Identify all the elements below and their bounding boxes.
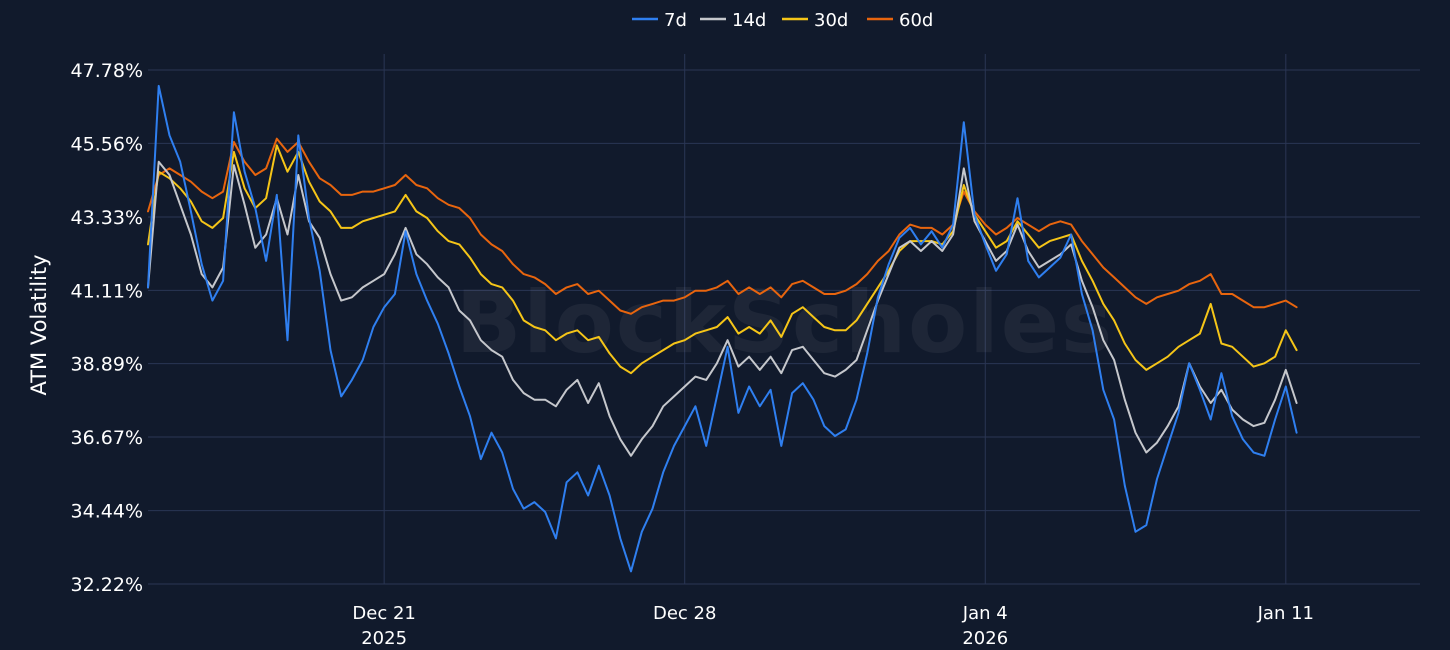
watermark: BlockScholes: [456, 273, 1115, 373]
series-line-30d: [147, 144, 1298, 375]
y-tick-label: 32.22%: [71, 574, 143, 596]
y-tick-label: 36.67%: [71, 427, 143, 449]
y-tick-label: 47.78%: [71, 60, 143, 82]
legend-item-60d[interactable]: 60d: [867, 10, 933, 31]
x-tick-label: Dec 28: [653, 603, 716, 624]
series-line-14d: [147, 160, 1298, 457]
y-tick-label: 45.56%: [71, 133, 143, 155]
x-tick-label: Jan 11: [1257, 603, 1314, 624]
series-line-7d: [147, 84, 1298, 573]
y-tick-label: 41.11%: [71, 280, 143, 302]
legend-item-30d[interactable]: 30d: [782, 10, 848, 31]
x-tick-label: Dec 21: [352, 603, 415, 624]
y-tick-label: 43.33%: [71, 207, 143, 229]
y-tick-label: 34.44%: [71, 501, 143, 523]
x-tick-label: Jan 4: [962, 603, 1008, 624]
y-tick-label: 38.89%: [71, 354, 143, 376]
legend-label: 14d: [732, 10, 766, 31]
series-line-60d: [147, 137, 1298, 315]
legend-item-7d[interactable]: 7d: [632, 10, 687, 31]
legend[interactable]: 7d 14d 30d 60d: [632, 10, 933, 31]
legend-label: 60d: [899, 10, 933, 31]
x-tick-year-label: 2026: [962, 628, 1008, 649]
legend-label: 30d: [814, 10, 848, 31]
y-axis-ticks: 47.78% 45.56% 43.33% 41.11% 38.89% 36.67% 34.4…: [71, 60, 143, 596]
legend-item-14d[interactable]: 14d: [700, 10, 766, 31]
legend-label: 7d: [664, 10, 687, 31]
x-axis-ticks: Dec 21 2025 Dec 28 Jan 4 2026 Jan 11: [352, 603, 1314, 649]
y-axis-title: ATM Volatility: [27, 254, 51, 395]
series-lines: [147, 84, 1298, 573]
x-tick-year-label: 2025: [361, 628, 407, 649]
